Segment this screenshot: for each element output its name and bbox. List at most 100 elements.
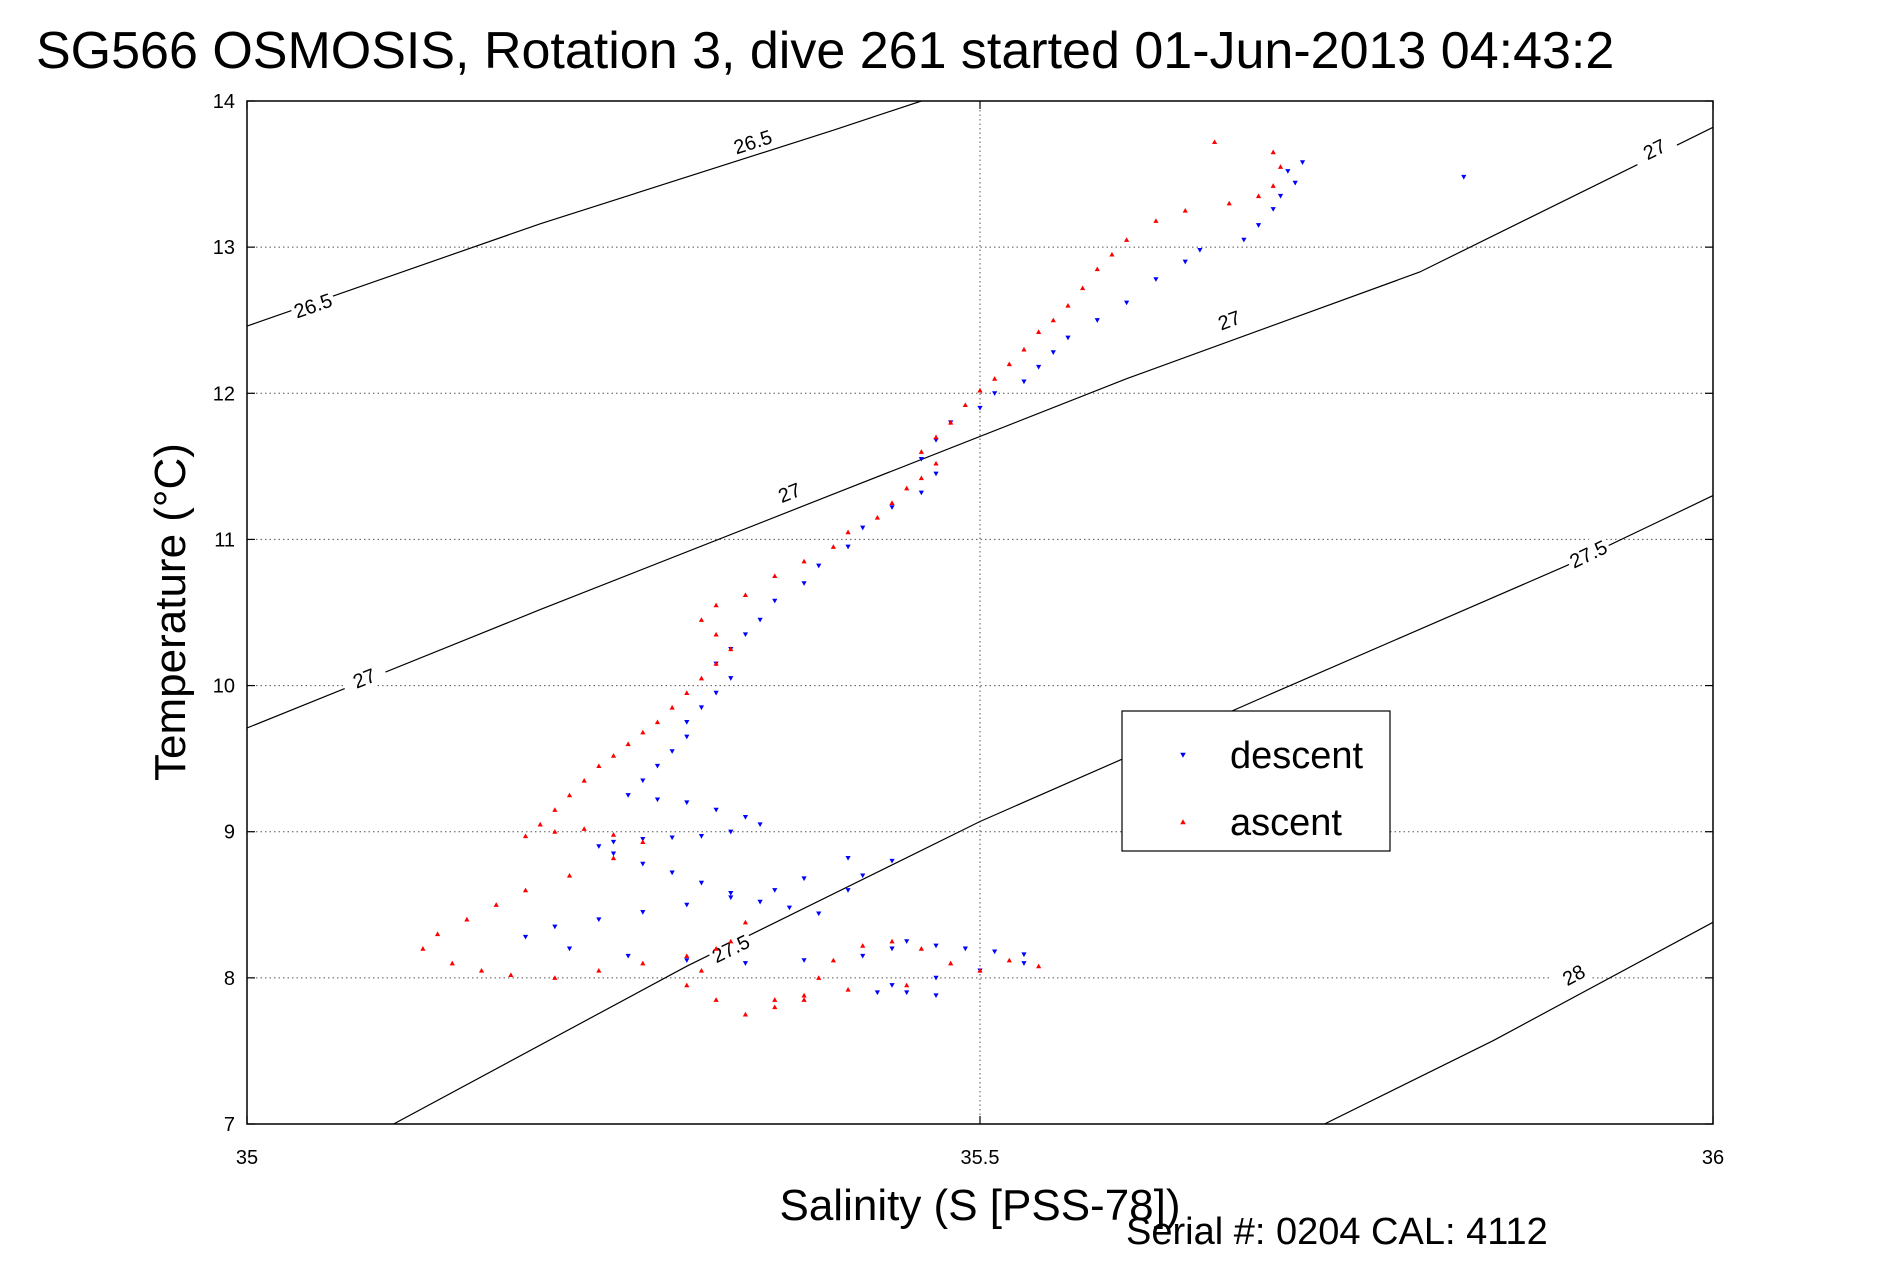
descent-point	[860, 873, 866, 879]
ascent-point	[948, 419, 954, 425]
legend: descent ascent	[1121, 710, 1391, 852]
ascent-point	[918, 475, 924, 481]
ascent-point	[522, 887, 529, 893]
ascent-point	[508, 972, 514, 978]
descent-point	[698, 705, 705, 711]
descent-point	[933, 993, 939, 998]
ascent-point	[728, 938, 734, 944]
descent-point	[933, 471, 939, 477]
descent-point	[757, 899, 763, 905]
ascent-point	[610, 832, 617, 837]
contour-label-bg	[727, 122, 778, 160]
descent-point	[566, 946, 573, 952]
contour-line-27	[247, 126, 1713, 729]
descent-point	[552, 924, 558, 930]
plot-area	[246, 100, 1714, 1125]
descent-point	[640, 910, 646, 915]
descent-point	[845, 544, 851, 550]
chart-title: SG566 OSMOSIS, Rotation 3, dive 261 star…	[36, 22, 1614, 80]
descent-point	[801, 958, 807, 963]
descent-point	[1461, 174, 1467, 180]
descent-point	[1277, 193, 1284, 199]
descent-point	[1021, 379, 1027, 385]
ascent-point	[962, 402, 968, 408]
ascent-point	[698, 617, 705, 622]
descent-point	[786, 905, 793, 911]
ascent-point	[596, 967, 602, 973]
ascent-point	[581, 777, 587, 783]
descent-point	[1285, 169, 1291, 174]
descent-point	[1270, 207, 1276, 212]
descent-point	[669, 749, 675, 754]
descent-point	[640, 836, 646, 842]
legend-box	[1121, 710, 1391, 852]
ascent-point	[1270, 149, 1276, 155]
descent-point	[1292, 180, 1298, 186]
ascent-point	[992, 376, 998, 381]
ascent-point	[640, 729, 646, 735]
ascent-point	[434, 931, 441, 937]
descent-point	[1094, 318, 1100, 323]
ascent-point	[552, 807, 558, 812]
legend-label-ascent: ascent	[1230, 802, 1342, 844]
ascent-point	[801, 997, 807, 1002]
ascent-point	[977, 967, 983, 973]
ascent-point	[552, 975, 558, 980]
contour-label-bg	[764, 472, 814, 511]
ascent-point	[684, 953, 690, 959]
descent-point	[684, 734, 690, 740]
ascent-point	[889, 500, 895, 505]
descent-point	[669, 835, 675, 841]
ascent-point	[772, 573, 778, 579]
descent-point	[742, 815, 749, 820]
descent-point	[1255, 223, 1262, 228]
ascent-point	[654, 719, 661, 725]
descent-point	[654, 797, 661, 803]
ascent-point	[552, 829, 558, 834]
ascent-point	[713, 997, 719, 1002]
ascent-point	[728, 646, 734, 652]
ascent-point	[1211, 139, 1218, 144]
ascent-point	[1050, 317, 1056, 323]
y-tick-label: 13	[213, 237, 235, 259]
descent-point	[889, 946, 895, 952]
descent-point	[728, 895, 734, 901]
descent-point	[816, 563, 822, 569]
ascent-point	[493, 902, 499, 907]
descent-point	[596, 844, 602, 849]
descent-point	[684, 902, 690, 908]
descent-point	[713, 690, 719, 696]
ascent-point	[640, 839, 646, 845]
ascent-point	[610, 753, 617, 758]
ascent-point	[918, 449, 924, 454]
ascent-point	[860, 943, 866, 948]
contour-label-bg	[1548, 953, 1599, 996]
descent-point	[1065, 335, 1071, 341]
ascent-point	[420, 946, 426, 951]
descent-point	[889, 505, 895, 510]
x-tick-label: 35	[236, 1147, 258, 1169]
contour-line-26.5	[247, 101, 922, 327]
ascent-point	[449, 960, 455, 966]
descent-point	[801, 876, 807, 882]
ascent-point	[904, 982, 910, 988]
ascent-point	[1255, 193, 1262, 199]
descent-point	[874, 990, 880, 996]
data-points	[420, 139, 1467, 1017]
ascent-point	[933, 434, 939, 440]
descent-point	[992, 391, 998, 396]
ascent-point	[801, 558, 807, 564]
y-tick-label: 9	[224, 822, 235, 844]
legend-label-descent: descent	[1230, 735, 1364, 777]
ascent-point	[1182, 208, 1188, 213]
descent-point	[801, 581, 807, 586]
ascent-point	[1036, 963, 1042, 969]
descent-point	[904, 939, 910, 944]
ascent-point	[845, 986, 851, 992]
ascent-point	[1021, 346, 1027, 352]
descent-point	[933, 975, 939, 981]
ascent-point	[1006, 361, 1012, 367]
ascent-point	[1277, 164, 1284, 169]
descent-point	[992, 949, 998, 955]
